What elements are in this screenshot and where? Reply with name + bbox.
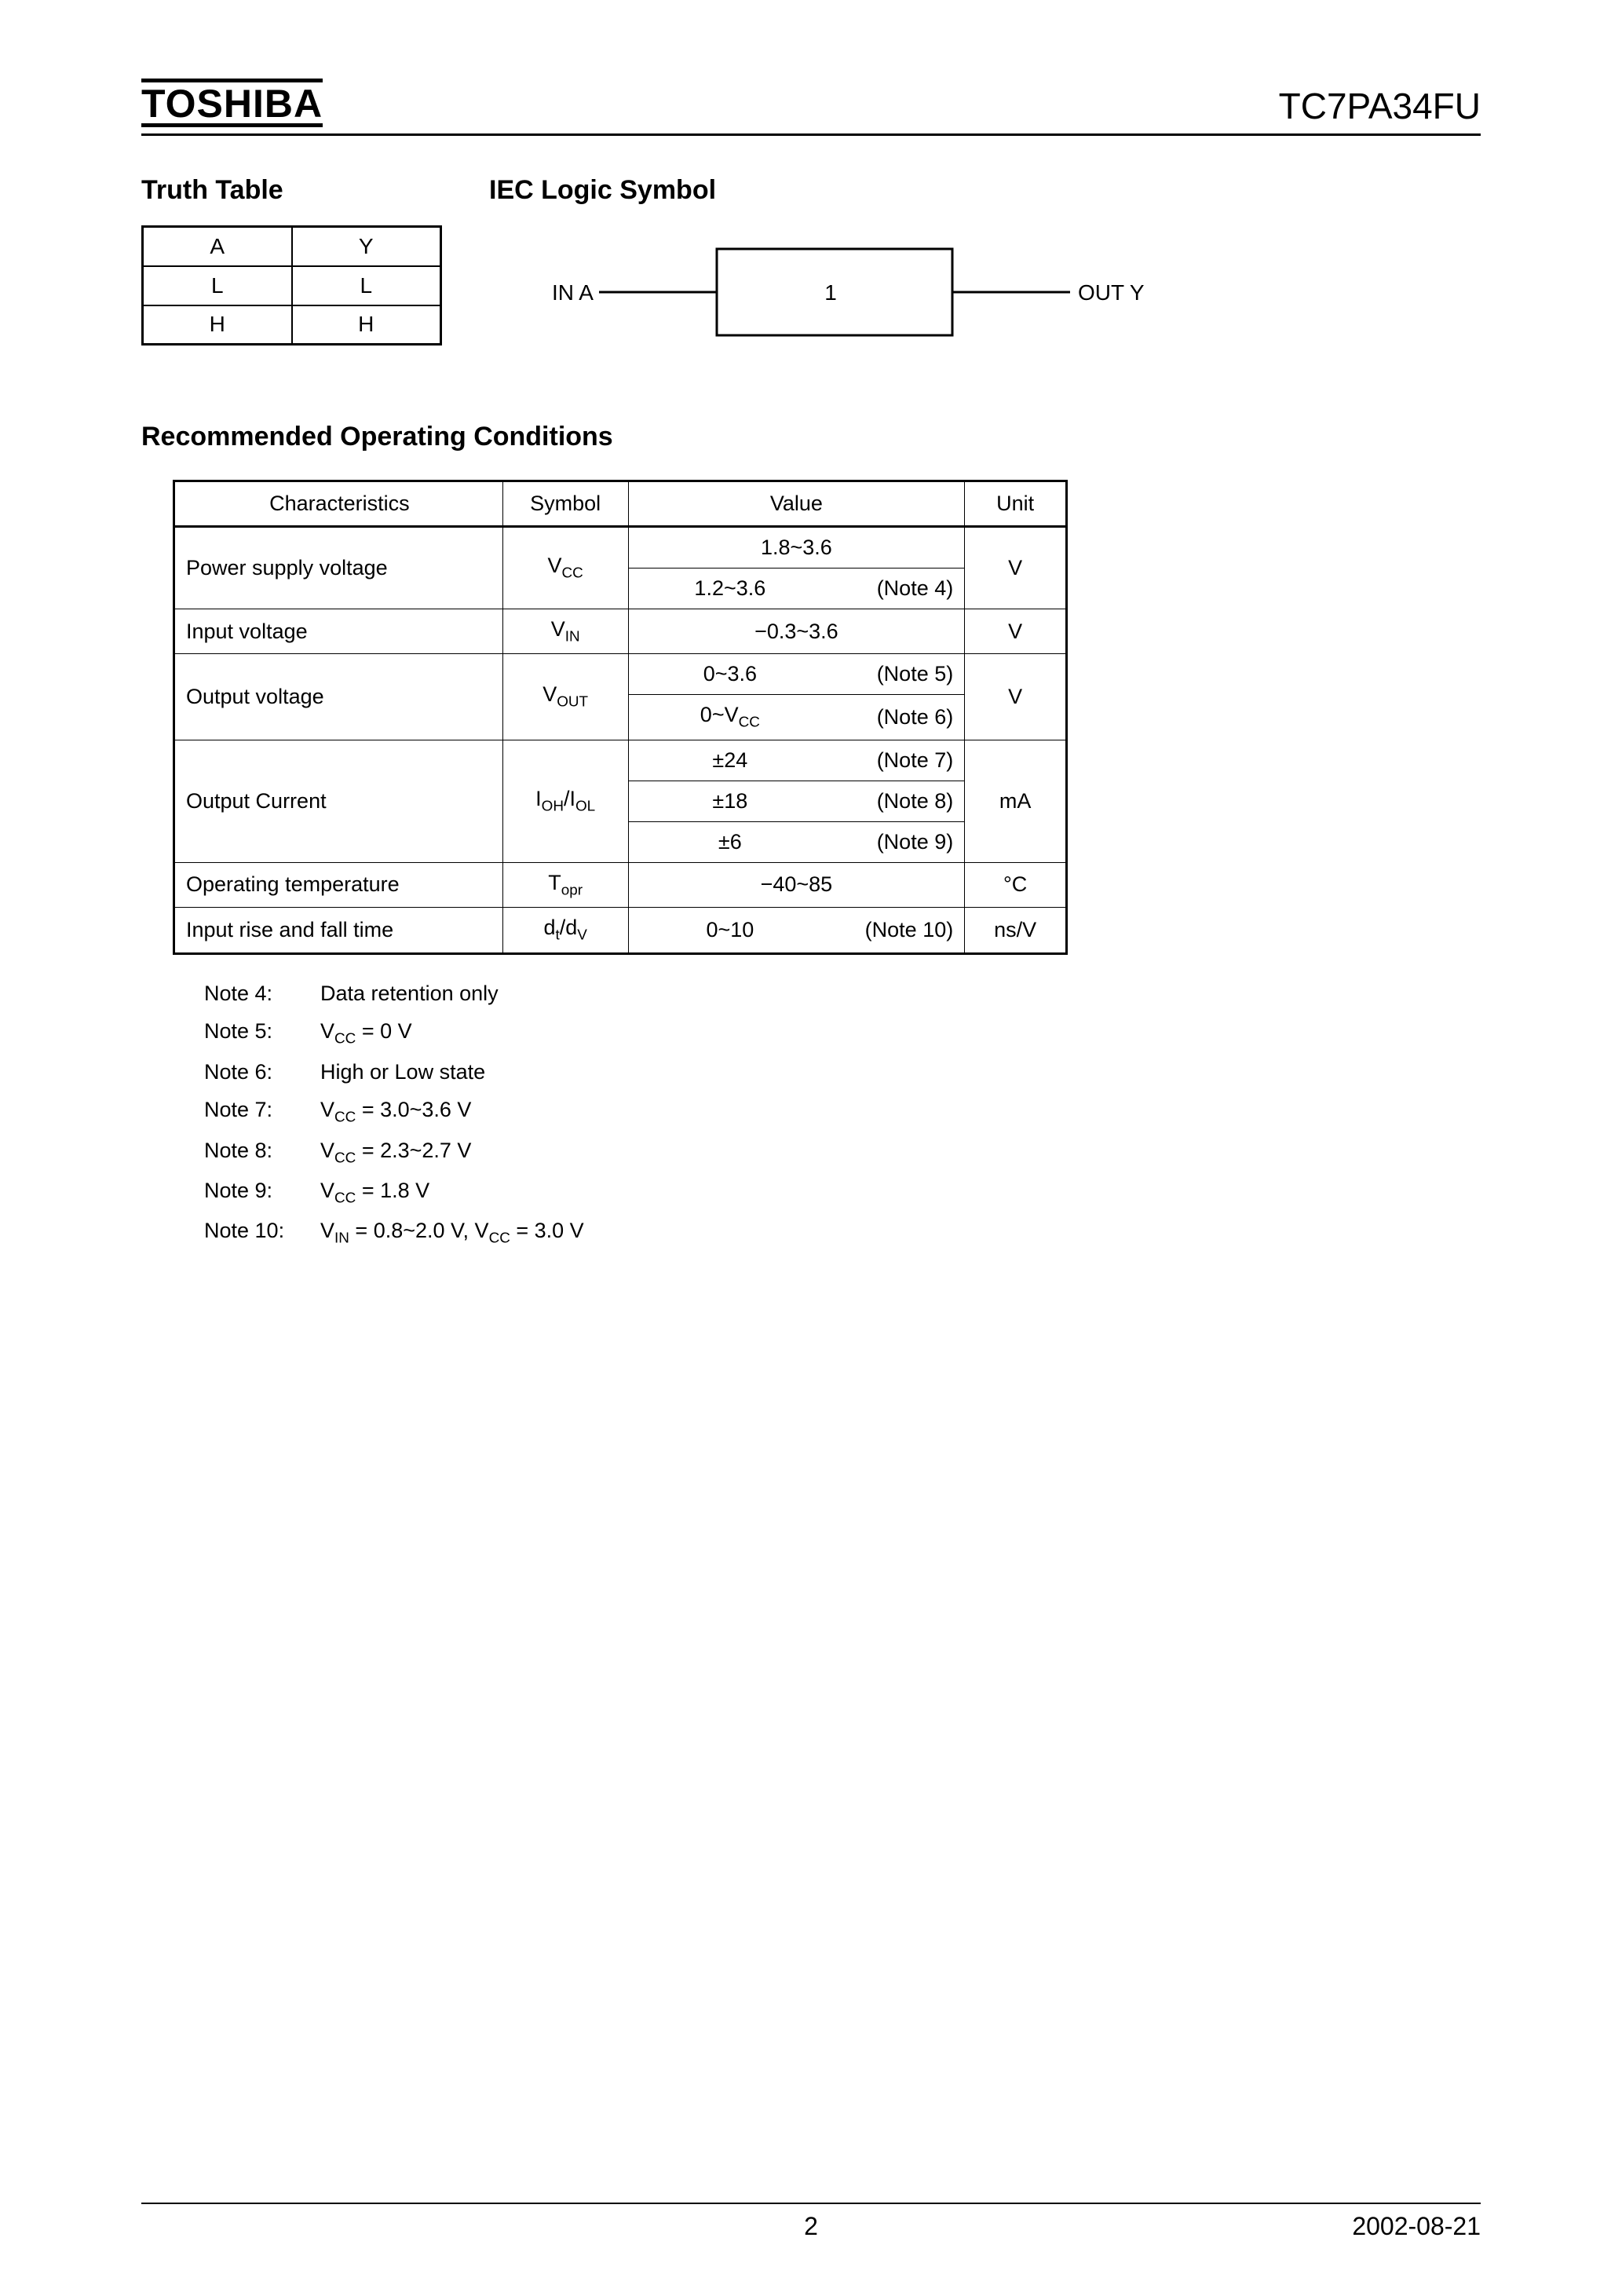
truth-table-title: Truth Table [141,175,442,206]
roc-symbol: VIN [502,609,628,654]
footer-page-number: 2 [141,2212,1481,2241]
roc-value: ±6 [628,821,831,862]
roc-value: ±24 [628,740,831,781]
note-row: Note 7: VCC = 3.0~3.6 V [204,1091,1481,1131]
top-sections: Truth Table A Y L L H H IEC Logic Symbol [141,175,1481,351]
table-row: Operating temperatureTopr−40~85°C [174,862,1067,907]
iec-svg: IN A 1 OUT Y [513,237,1156,347]
note-row: Note 8: VCC = 2.3~2.7 V [204,1132,1481,1172]
roc-unit: ns/V [965,908,1067,953]
iec-out-label: OUT Y [1078,280,1145,305]
note-text: VCC = 1.8 V [320,1172,429,1212]
note-text: High or Low state [320,1053,485,1091]
roc-note: (Note 9) [831,821,965,862]
roc-value: 0~10 [628,908,831,953]
iec-diagram: IN A 1 OUT Y [513,237,1481,351]
roc-symbol: dt/dV [502,908,628,953]
roc-header-value: Value [628,481,965,527]
note-label: Note 10: [204,1212,306,1252]
roc-unit: mA [965,740,1067,862]
roc-header-unit: Unit [965,481,1067,527]
roc-header-symbol: Symbol [502,481,628,527]
table-row: Characteristics Symbol Value Unit [174,481,1067,527]
roc-note: (Note 4) [831,569,965,609]
truth-table-section: Truth Table A Y L L H H [141,175,442,351]
roc-wrap: Characteristics Symbol Value Unit Power … [141,480,1481,1252]
truth-header-a: A [143,227,292,266]
page-header: TOSHIBA TC7PA34FU [141,79,1481,136]
roc-unit: °C [965,862,1067,907]
note-row: Note 4: Data retention only [204,974,1481,1013]
note-label: Note 6: [204,1053,306,1091]
table-row: A Y [143,227,441,266]
truth-table: A Y L L H H [141,225,442,345]
note-text: VCC = 3.0~3.6 V [320,1091,471,1131]
roc-value: 1.8~3.6 [628,527,965,569]
table-row: Power supply voltageVCC1.8~3.6V [174,527,1067,569]
roc-value: 1.2~3.6 [628,569,831,609]
roc-note: (Note 7) [831,740,965,781]
roc-value: ±18 [628,781,831,821]
note-row: Note 10: VIN = 0.8~2.0 V, VCC = 3.0 V [204,1212,1481,1252]
note-row: Note 5: VCC = 0 V [204,1012,1481,1052]
truth-cell: L [292,266,441,305]
iec-section: IEC Logic Symbol IN A 1 OUT Y [489,175,1481,351]
iec-title: IEC Logic Symbol [489,175,1481,206]
roc-symbol: VCC [502,527,628,609]
roc-value: 0~VCC [628,695,831,740]
table-row: H H [143,305,441,345]
roc-symbol: Topr [502,862,628,907]
roc-title: Recommended Operating Conditions [141,422,1481,452]
roc-char: Input voltage [174,609,503,654]
truth-cell: L [143,266,292,305]
iec-in-label: IN A [552,280,594,305]
roc-char: Power supply voltage [174,527,503,609]
truth-cell: H [292,305,441,345]
table-row: Input voltageVIN−0.3~3.6V [174,609,1067,654]
note-label: Note 5: [204,1012,306,1052]
note-row: Note 9: VCC = 1.8 V [204,1172,1481,1212]
roc-char: Output Current [174,740,503,862]
roc-note: (Note 8) [831,781,965,821]
roc-symbol: VOUT [502,654,628,740]
roc-header-char: Characteristics [174,481,503,527]
table-row: Output voltageVOUT0~3.6(Note 5)V [174,654,1067,695]
note-label: Note 9: [204,1172,306,1212]
brand-logo: TOSHIBA [141,79,323,127]
roc-table: Characteristics Symbol Value Unit Power … [173,480,1068,955]
roc-char: Input rise and fall time [174,908,503,953]
roc-note: (Note 6) [831,695,965,740]
notes-list: Note 4: Data retention only Note 5: VCC = 0… [173,974,1481,1252]
table-row: Output CurrentIOH/IOL±24(Note 7)mA [174,740,1067,781]
note-row: Note 6: High or Low state [204,1053,1481,1091]
note-text: VIN = 0.8~2.0 V, VCC = 3.0 V [320,1212,584,1252]
note-text: VCC = 2.3~2.7 V [320,1132,471,1172]
note-label: Note 8: [204,1132,306,1172]
iec-center-label: 1 [824,280,837,305]
note-text: VCC = 0 V [320,1012,412,1052]
roc-unit: V [965,527,1067,609]
note-label: Note 7: [204,1091,306,1131]
roc-value: −40~85 [628,862,965,907]
page-footer: 2 2002-08-21 [141,2203,1481,2241]
truth-header-y: Y [292,227,441,266]
table-row: Input rise and fall timedt/dV0~10(Note 1… [174,908,1067,953]
roc-symbol: IOH/IOL [502,740,628,862]
note-text: Data retention only [320,974,499,1013]
roc-value: −0.3~3.6 [628,609,965,654]
roc-value: 0~3.6 [628,654,831,695]
part-number: TC7PA34FU [1279,85,1481,127]
roc-unit: V [965,609,1067,654]
note-label: Note 4: [204,974,306,1013]
roc-note: (Note 5) [831,654,965,695]
page: TOSHIBA TC7PA34FU Truth Table A Y L L H … [0,0,1622,2296]
truth-cell: H [143,305,292,345]
table-row: L L [143,266,441,305]
roc-unit: V [965,654,1067,740]
roc-char: Operating temperature [174,862,503,907]
roc-char: Output voltage [174,654,503,740]
roc-note: (Note 10) [831,908,965,953]
